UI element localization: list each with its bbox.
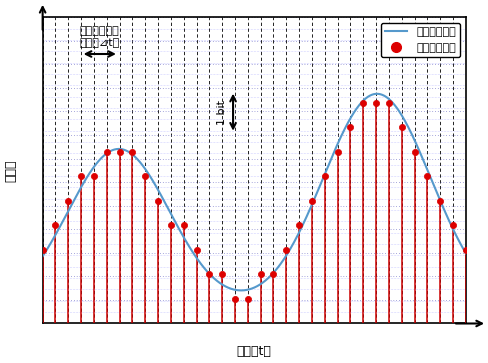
Point [180,223,187,228]
Point [218,272,226,277]
Text: サンプリング
周期（⊿t）: サンプリング 周期（⊿t） [80,26,120,48]
Point [462,247,470,253]
Point [244,296,252,302]
Point [346,125,354,130]
Point [359,100,367,106]
Point [283,247,290,253]
Point [39,247,46,253]
Point [269,272,277,277]
Point [334,149,342,155]
Point [116,149,123,155]
Point [424,174,431,179]
Point [77,174,85,179]
Point [321,174,328,179]
Point [449,223,457,228]
Text: レベル: レベル [4,159,17,182]
Point [385,100,393,106]
Point [436,198,444,204]
Legend: アナログ信号, デジタル信号: アナログ信号, デジタル信号 [381,23,460,57]
Point [64,198,72,204]
Point [142,174,149,179]
Point [205,272,213,277]
Point [154,198,162,204]
Point [103,149,111,155]
Point [308,198,316,204]
Point [90,174,98,179]
Point [410,149,418,155]
Point [295,223,303,228]
Point [257,272,264,277]
Point [167,223,175,228]
Text: 時間（t）: 時間（t） [237,345,272,358]
Point [398,125,406,130]
Point [372,100,380,106]
Point [52,223,60,228]
Point [193,247,201,253]
Point [231,296,239,302]
Point [128,149,136,155]
Text: 1 bit: 1 bit [217,100,227,125]
